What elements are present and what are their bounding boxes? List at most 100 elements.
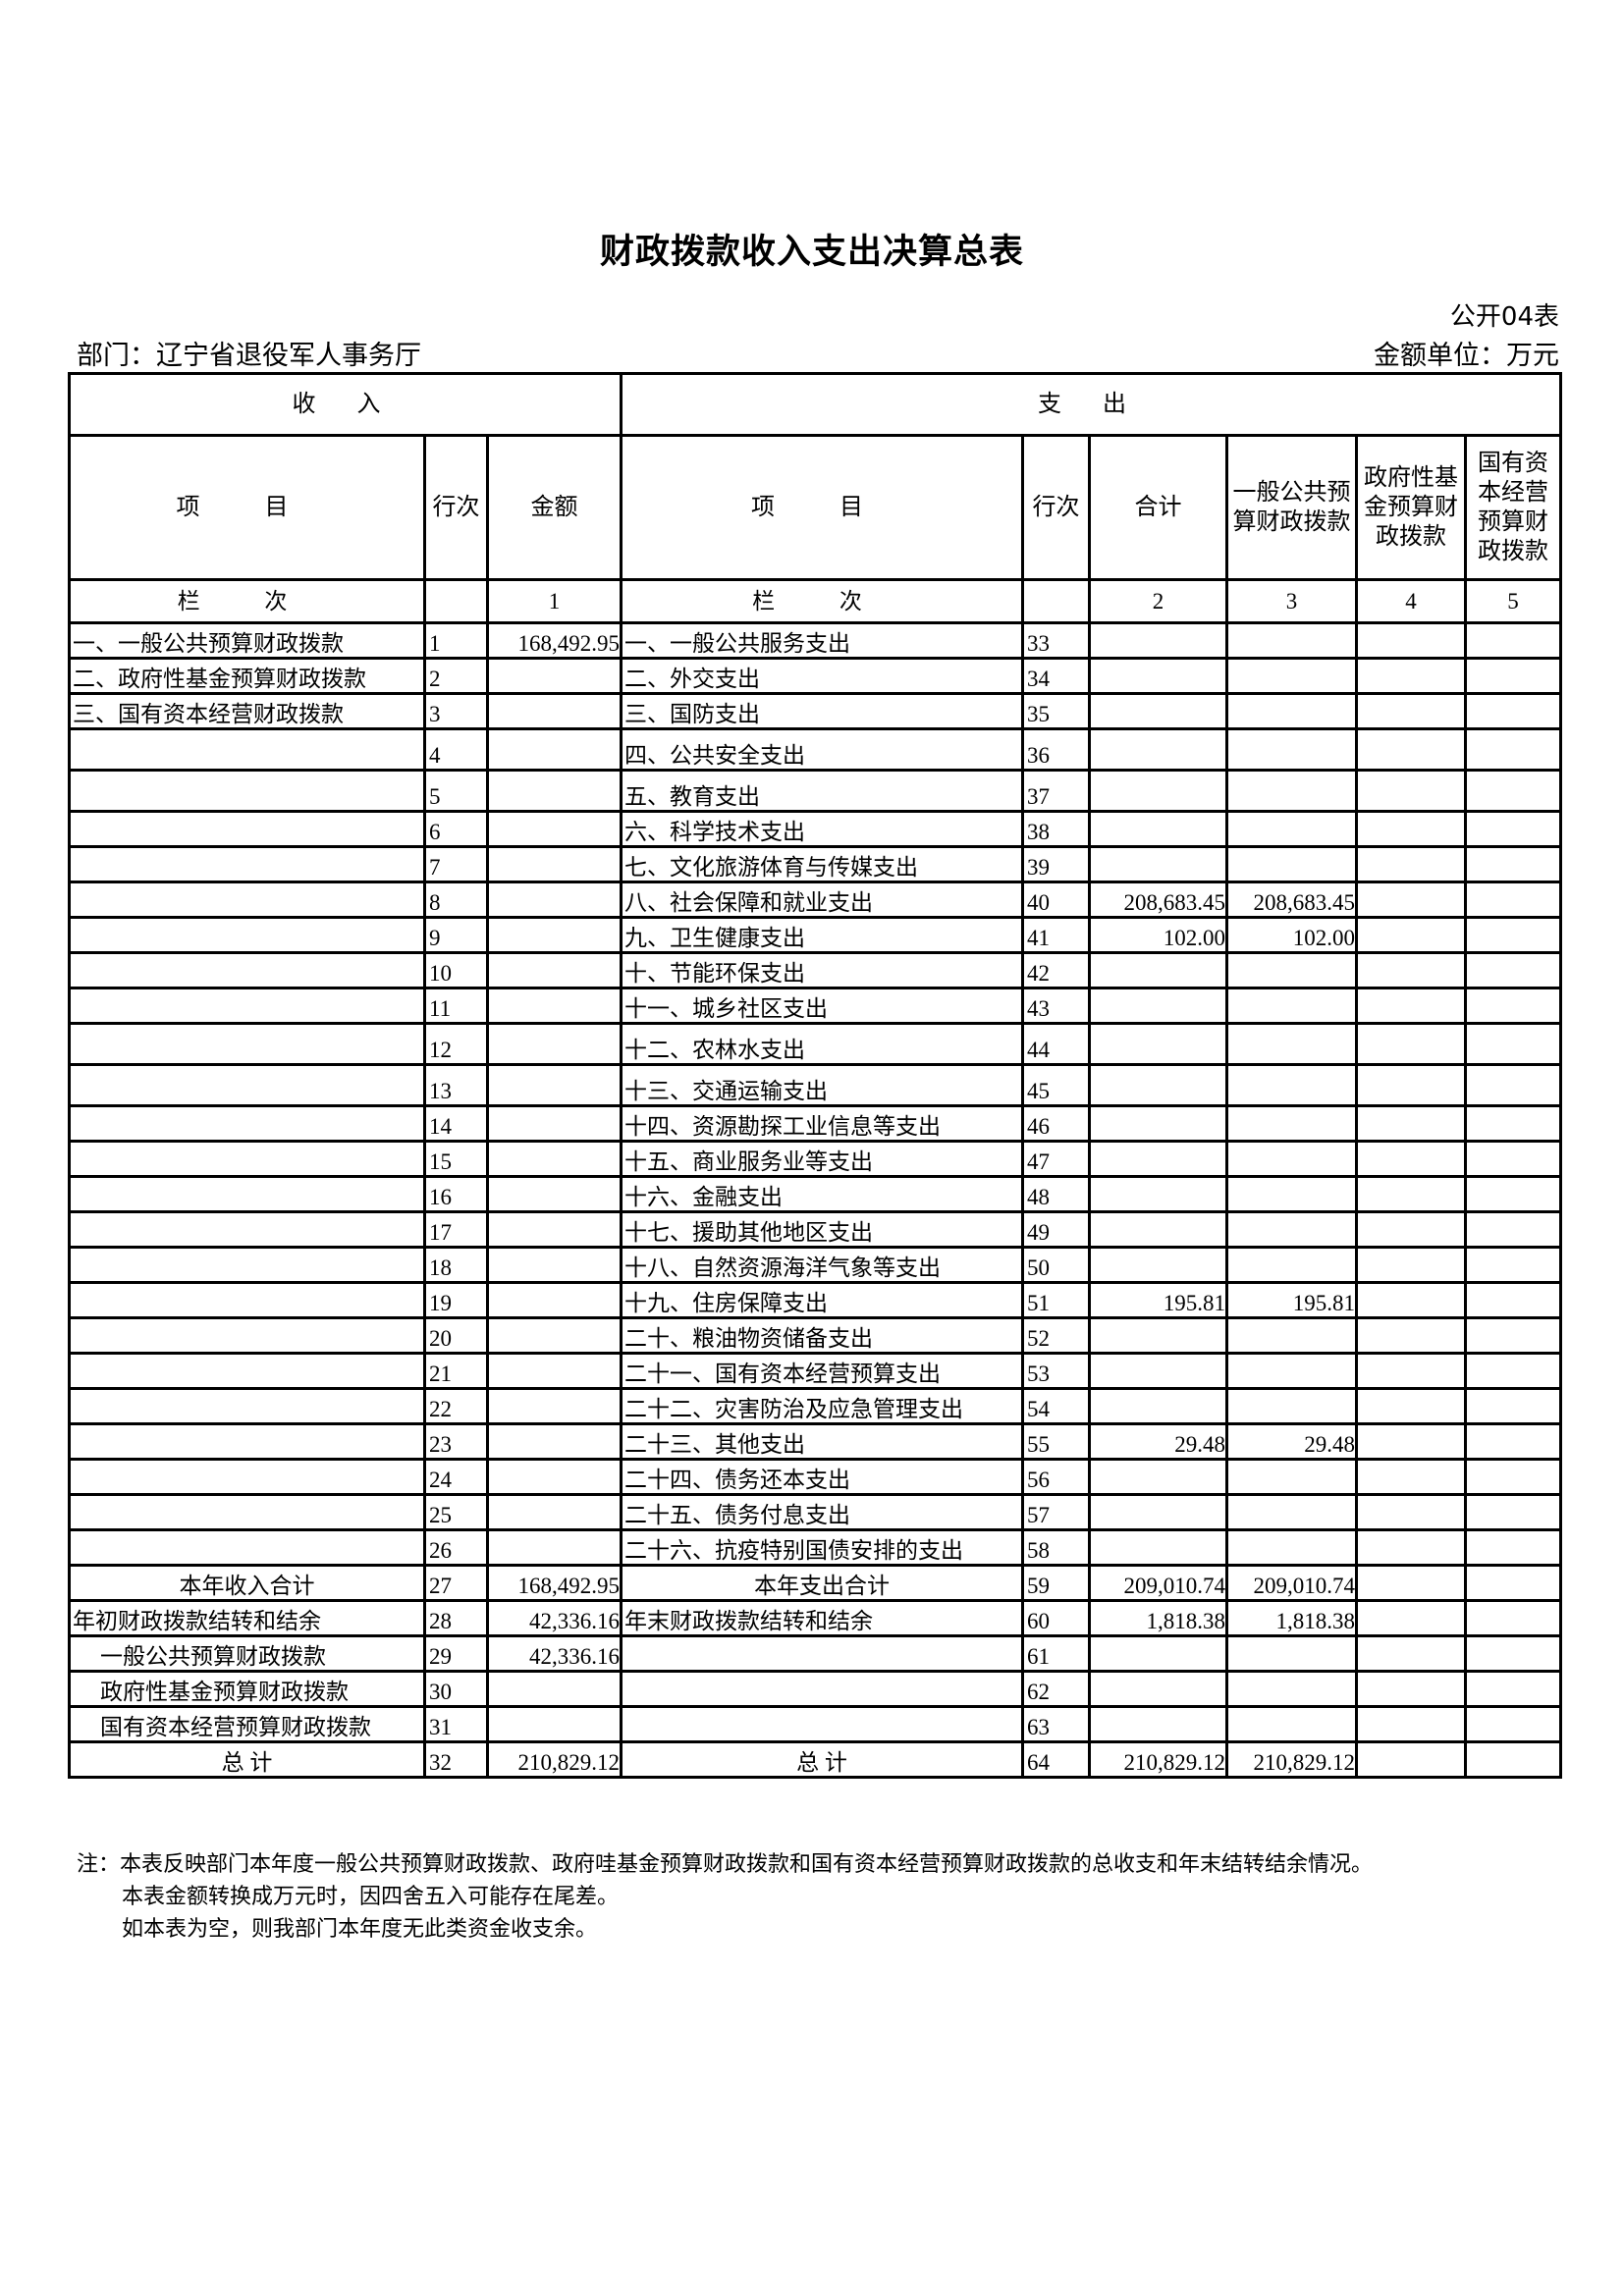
income-amount-cell	[485, 727, 623, 772]
table-row: 二、政府性基金预算财政拨款 2 二、外交支出 34	[68, 657, 1563, 695]
total-amount-cell	[1088, 769, 1229, 813]
total-amount-cell	[1088, 1528, 1229, 1567]
fund-budget-amount-cell	[1355, 1528, 1468, 1567]
income-item-cell	[68, 1246, 426, 1284]
total-amount-cell	[1088, 1352, 1229, 1390]
column-label: 栏 次	[620, 578, 1025, 624]
income-amount-cell	[485, 1281, 623, 1319]
general-budget-amount-cell: 210,829.12	[1225, 1740, 1359, 1779]
column-number: 1	[485, 578, 623, 624]
table-row: 7 七、文化旅游体育与传媒支出 39	[68, 845, 1563, 883]
income-amount-cell: 42,336.16	[485, 1634, 623, 1673]
table-row: 17 十七、援助其他地区支出 49	[68, 1210, 1563, 1249]
note-line: 注：本表反映部门本年度一般公共预算财政拨款、政府哇基金预算财政拨款和国有资本经营…	[77, 1851, 1374, 1876]
income-item-cell	[68, 916, 426, 954]
income-line-cell: 31	[423, 1705, 489, 1743]
income-line-cell: 6	[423, 810, 489, 848]
fund-budget-amount-cell	[1355, 1063, 1468, 1107]
expense-line-cell: 55	[1021, 1422, 1092, 1461]
fund-budget-amount-cell	[1355, 769, 1468, 813]
income-amount-cell	[485, 1022, 623, 1066]
income-item-cell	[68, 1387, 426, 1425]
income-line-cell: 26	[423, 1528, 489, 1567]
fund-budget-amount-cell	[1355, 1140, 1468, 1178]
fund-budget-amount-cell	[1355, 916, 1468, 954]
total-amount-cell	[1088, 1705, 1229, 1743]
income-line-cell: 27	[423, 1564, 489, 1602]
expense-line-cell: 50	[1021, 1246, 1092, 1284]
fund-budget-amount-cell	[1355, 692, 1468, 730]
state-capital-amount-cell	[1464, 1493, 1563, 1531]
fund-budget-amount-cell	[1355, 1493, 1468, 1531]
expense-item-cell: 十二、农林水支出	[620, 1022, 1025, 1066]
income-item-cell	[68, 951, 426, 989]
general-budget-amount-cell	[1225, 987, 1359, 1025]
income-line-cell: 23	[423, 1422, 489, 1461]
table-row: 20 二十、粮油物资储备支出 52	[68, 1316, 1563, 1355]
expense-line-cell: 57	[1021, 1493, 1092, 1531]
income-amount-cell	[485, 951, 623, 989]
income-amount-cell	[485, 1528, 623, 1567]
income-amount-cell	[485, 1104, 623, 1143]
expense-item-cell: 二十四、债务还本支出	[620, 1458, 1025, 1496]
expense-item-cell: 一、一般公共服务支出	[620, 621, 1025, 660]
general-budget-amount-cell	[1225, 657, 1359, 695]
table-row: 5 五、教育支出 37	[68, 769, 1563, 813]
income-amount-cell	[485, 987, 623, 1025]
income-line-cell: 32	[423, 1740, 489, 1779]
income-amount-cell	[485, 845, 623, 883]
total-amount-cell	[1088, 1210, 1229, 1249]
blank-cell	[1021, 578, 1092, 624]
expense-item-cell: 十六、金融支出	[620, 1175, 1025, 1213]
fund-budget-amount-cell	[1355, 1740, 1468, 1779]
expense-item-cell: 六、科学技术支出	[620, 810, 1025, 848]
fund-budget-header: 政府性基金预算财政拨款	[1355, 434, 1468, 581]
general-budget-amount-cell	[1225, 1104, 1359, 1143]
fund-budget-amount-cell	[1355, 810, 1468, 848]
table-row: 总 计 32 210,829.12 总 计 64 210,829.12 210,829.12	[68, 1740, 1563, 1779]
income-amount-cell: 42,336.16	[485, 1599, 623, 1637]
expense-line-cell: 42	[1021, 951, 1092, 989]
table-row: 10 十、节能环保支出 42	[68, 951, 1563, 989]
general-budget-amount-cell	[1225, 1140, 1359, 1178]
total-amount-cell	[1088, 1104, 1229, 1143]
state-capital-amount-cell	[1464, 881, 1563, 919]
income-item-cell	[68, 1104, 426, 1143]
table-row: 14 十四、资源勘探工业信息等支出 46	[68, 1104, 1563, 1143]
income-amount-cell	[485, 810, 623, 848]
general-budget-amount-cell: 1,818.38	[1225, 1599, 1359, 1637]
column-number: 5	[1464, 578, 1563, 624]
expense-item-cell: 四、公共安全支出	[620, 727, 1025, 772]
fund-budget-amount-cell	[1355, 1705, 1468, 1743]
general-budget-amount-cell: 29.48	[1225, 1422, 1359, 1461]
state-capital-amount-cell	[1464, 1387, 1563, 1425]
expense-item-cell: 年末财政拨款结转和结余	[620, 1599, 1025, 1637]
state-capital-amount-cell	[1464, 621, 1563, 660]
general-budget-amount-cell	[1225, 1210, 1359, 1249]
expense-line-cell: 41	[1021, 916, 1092, 954]
general-budget-amount-cell	[1225, 1022, 1359, 1066]
income-line-cell: 24	[423, 1458, 489, 1496]
table-row: 一般公共预算财政拨款 29 42,336.16 61	[68, 1634, 1563, 1673]
total-amount-cell	[1088, 1634, 1229, 1673]
income-header: 收 入	[67, 372, 623, 437]
income-line-cell: 25	[423, 1493, 489, 1531]
state-capital-amount-cell	[1464, 810, 1563, 848]
income-amount-cell: 168,492.95	[485, 621, 623, 660]
fund-budget-amount-cell	[1355, 1175, 1468, 1213]
income-amount-cell	[485, 1705, 623, 1743]
total-amount-cell: 209,010.74	[1088, 1564, 1229, 1602]
income-amount-header: 金额	[485, 434, 623, 581]
income-item-cell	[68, 1140, 426, 1178]
total-amount-cell	[1088, 810, 1229, 848]
total-amount-cell	[1088, 657, 1229, 695]
income-line-cell: 12	[423, 1022, 489, 1066]
income-line-cell: 18	[423, 1246, 489, 1284]
state-capital-amount-cell	[1464, 1063, 1563, 1107]
general-budget-amount-cell	[1225, 1493, 1359, 1531]
income-item-cell	[68, 1528, 426, 1567]
expense-line-cell: 56	[1021, 1458, 1092, 1496]
general-budget-amount-cell	[1225, 1705, 1359, 1743]
income-item-cell	[68, 769, 426, 813]
table-row: 23 二十三、其他支出 55 29.48 29.48	[68, 1422, 1563, 1461]
